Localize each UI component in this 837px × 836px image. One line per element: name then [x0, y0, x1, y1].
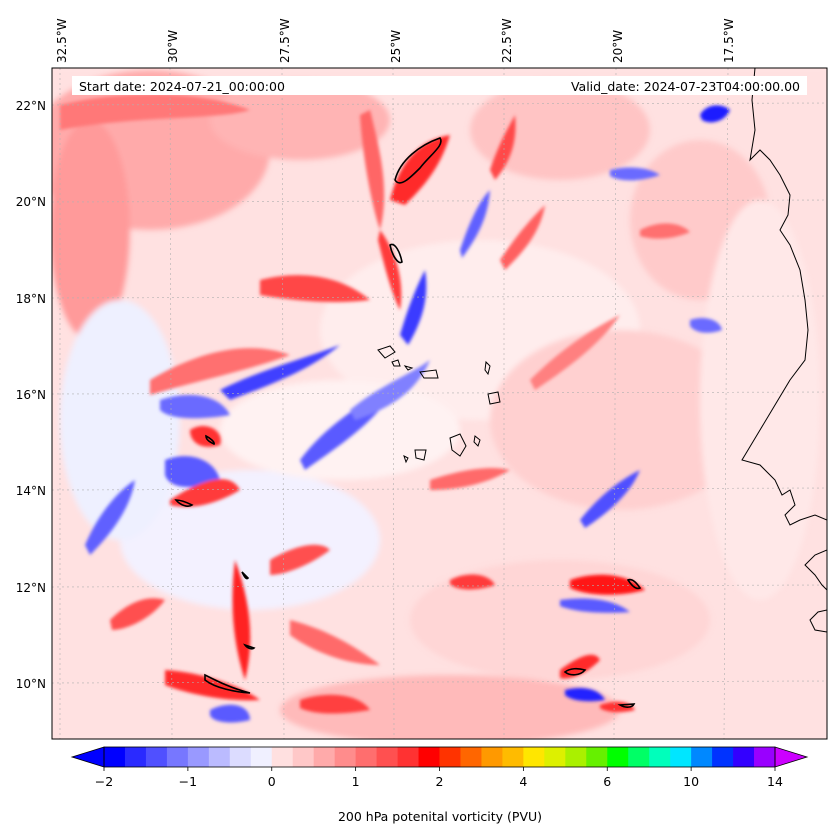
- lat-tick-label: 22°N: [16, 99, 46, 113]
- colorbar-segment: [335, 747, 356, 767]
- valid-date-label: Valid_date: 2024-07-23T04:00:00.00: [571, 79, 800, 94]
- lon-tick-label: 30°W: [166, 30, 180, 63]
- lat-tick-labels: 22°N 20°N 18°N 16°N 14°N 12°N 10°N: [16, 99, 46, 691]
- colorbar-segment: [419, 747, 440, 767]
- lon-tick-label: 32.5°W: [55, 18, 69, 63]
- colorbar-tick-label: 14: [767, 774, 783, 789]
- colorbar-tick-label: 2: [436, 774, 444, 789]
- lat-tick-label: 10°N: [16, 677, 46, 691]
- colorbar-segment: [440, 747, 461, 767]
- colorbar-tick-label: 0: [268, 774, 276, 789]
- colorbar-tick-label: 1: [352, 774, 360, 789]
- colorbar-segment: [460, 747, 481, 767]
- colorbar-segment: [167, 747, 188, 767]
- lat-tick-label: 18°N: [16, 292, 46, 306]
- colorbar-segment: [754, 747, 775, 767]
- colorbar-tick-label: 10: [683, 774, 699, 789]
- lon-tick-label: 25°W: [389, 30, 403, 63]
- colorbar-segment: [565, 747, 586, 767]
- lat-tick-label: 12°N: [16, 581, 46, 595]
- colorbar-segment: [628, 747, 649, 767]
- colorbar-segment: [188, 747, 209, 767]
- colorbar-tick-label: 6: [603, 774, 611, 789]
- colorbar-ticks: −2 −1 0 1 2 4 6 10 14: [95, 767, 783, 789]
- colorbar-segment: [607, 747, 628, 767]
- lon-tick-label: 20°W: [611, 30, 625, 63]
- colorbar-segment: [314, 747, 335, 767]
- colorbar-tick-label: −1: [179, 774, 197, 789]
- colorbar-segment: [586, 747, 607, 767]
- colorbar-segment: [125, 747, 146, 767]
- colorbar-over-arrow: [775, 747, 807, 767]
- colorbar-tick-label: −2: [95, 774, 113, 789]
- colorbar-segment: [523, 747, 544, 767]
- colorbar-segment: [502, 747, 523, 767]
- lon-tick-label: 22.5°W: [500, 18, 514, 63]
- colorbar-segment: [377, 747, 398, 767]
- map-area[interactable]: Start date: 2024-07-21_00:00:00 Valid_da…: [30, 68, 827, 745]
- colorbar-segment: [230, 747, 251, 767]
- colorbar-segment: [670, 747, 691, 767]
- lon-tick-label: 27.5°W: [278, 18, 292, 63]
- colorbar-segment: [733, 747, 754, 767]
- colorbar-under-arrow: [72, 747, 104, 767]
- colorbar-segment: [712, 747, 733, 767]
- colorbar: −2 −1 0 1 2 4 6 10 14 200 hPa potenital vorticit…: [72, 747, 807, 824]
- lat-tick-label: 16°N: [16, 388, 46, 402]
- colorbar-segment: [272, 747, 293, 767]
- lat-tick-label: 20°N: [16, 195, 46, 209]
- colorbar-segment: [293, 747, 314, 767]
- colorbar-segment: [104, 747, 125, 767]
- colorbar-segment: [691, 747, 712, 767]
- colorbar-segment: [146, 747, 167, 767]
- lon-tick-labels: 32.5°W 30°W 27.5°W 25°W 22.5°W 20°W 17.5…: [55, 18, 736, 63]
- colorbar-segment: [398, 747, 419, 767]
- colorbar-segment: [251, 747, 272, 767]
- colorbar-segment: [481, 747, 502, 767]
- colorbar-segment: [356, 747, 377, 767]
- colorbar-segment: [544, 747, 565, 767]
- start-date-label: Start date: 2024-07-21_00:00:00: [79, 79, 285, 94]
- colorbar-segments: [104, 747, 775, 767]
- colorbar-label: 200 hPa potenital vorticity (PVU): [338, 809, 542, 824]
- lat-tick-label: 14°N: [16, 484, 46, 498]
- lon-tick-label: 17.5°W: [722, 18, 736, 63]
- colorbar-segment: [209, 747, 230, 767]
- colorbar-segment: [649, 747, 670, 767]
- colorbar-tick-label: 4: [519, 774, 527, 789]
